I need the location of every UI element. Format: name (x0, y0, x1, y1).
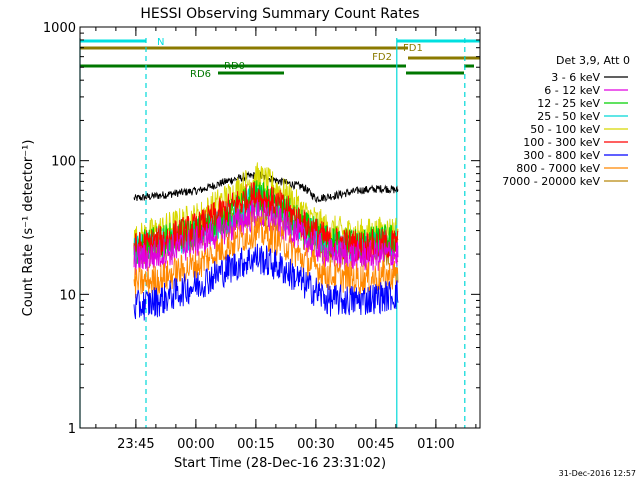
timestamp: 31-Dec-2016 12:57 (559, 469, 636, 478)
bar-fd1-label: FD1 (403, 43, 423, 54)
legend-entry-label: 300 - 800 keV (523, 149, 600, 162)
observing-mode-bars: N FD1 FD2 RD0 RD6 (80, 37, 480, 80)
chart-title: HESSI Observing Summary Count Rates (140, 6, 419, 22)
y-tick-label: 100 (51, 155, 76, 170)
plot-frame (79, 26, 481, 429)
x-tick-label: 00:00 (177, 437, 214, 452)
legend-entry-label: 3 - 6 keV (551, 71, 600, 84)
y-tick-label: 1 (68, 422, 76, 437)
legend-entry-label: 12 - 25 keV (537, 97, 600, 110)
bar-rd0-label: RD0 (224, 61, 245, 72)
y-axis-ticks: 1 10 100 1000 (43, 21, 480, 437)
legend-entry-label: 7000 - 20000 keV (502, 175, 600, 188)
legend-title: Det 3,9, Att 0 (556, 54, 630, 67)
y-tick-label: 1000 (43, 21, 76, 36)
x-tick-label: 00:30 (297, 437, 334, 452)
x-axis-ticks: 23:45 00:00 00:15 00:30 00:45 01:00 (95, 27, 477, 452)
legend-entry-label: 800 - 7000 keV (516, 162, 600, 175)
bar-rd6-label: RD6 (190, 69, 211, 80)
legend-entry-label: 100 - 300 keV (523, 136, 600, 149)
y-tick-label: 10 (59, 288, 76, 303)
series-line (133, 216, 399, 299)
bar-n-label: N (157, 37, 164, 48)
x-tick-label: 23:45 (117, 437, 154, 452)
bar-fd2-label: FD2 (372, 52, 392, 63)
legend-entry-label: 50 - 100 keV (530, 123, 600, 136)
legend-entry-label: 6 - 12 keV (544, 84, 600, 97)
series-line (133, 199, 399, 276)
x-tick-label: 01:00 (417, 437, 454, 452)
series-line (133, 243, 399, 321)
x-tick-label: 00:45 (357, 437, 394, 452)
y-axis-label: Count Rate (s⁻¹ detector⁻¹) (21, 140, 36, 317)
series-lines (133, 162, 399, 321)
legend-entry-label: 25 - 50 keV (537, 110, 600, 123)
x-tick-label: 00:15 (237, 437, 274, 452)
x-axis-label: Start Time (28-Dec-16 23:31:02) (174, 456, 386, 471)
